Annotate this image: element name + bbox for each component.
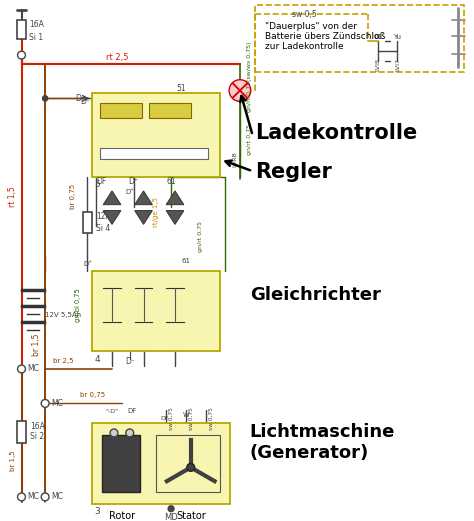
Polygon shape (166, 210, 184, 225)
Circle shape (43, 96, 47, 101)
Text: br 0,75: br 0,75 (80, 392, 105, 398)
Text: Si 4: Si 4 (96, 224, 110, 233)
Text: LVI8: LVI8 (375, 58, 380, 71)
Text: Gleichrichter: Gleichrichter (250, 286, 381, 304)
Text: rt 1,5: rt 1,5 (8, 187, 17, 207)
Text: sw 0,75: sw 0,75 (169, 407, 174, 430)
Text: "Dauerplus" von der
Batterie übers Zündschloß
zur Ladekontrolle: "Dauerplus" von der Batterie übers Zünds… (264, 22, 385, 52)
Text: sw 0,5: sw 0,5 (292, 10, 316, 19)
Text: 5: 5 (94, 180, 100, 190)
Text: MC: MC (51, 492, 63, 501)
Bar (102, 435, 139, 492)
Text: LVI7: LVI7 (395, 58, 400, 71)
Text: W: W (182, 412, 189, 418)
Text: 12A: 12A (96, 212, 111, 221)
Text: br 0,75: br 0,75 (70, 184, 76, 209)
Text: Ladekontrolle: Ladekontrolle (255, 123, 417, 143)
Text: gn/rt 0,75: gn/rt 0,75 (247, 124, 252, 155)
Text: rt 2,5: rt 2,5 (106, 53, 128, 61)
Polygon shape (103, 210, 121, 225)
Text: D⁻: D⁻ (81, 97, 91, 106)
Polygon shape (166, 191, 184, 205)
Polygon shape (135, 191, 152, 205)
Circle shape (43, 96, 47, 101)
Text: Si 1: Si 1 (29, 33, 44, 42)
Circle shape (110, 429, 118, 437)
Circle shape (168, 506, 174, 512)
Bar (255, 5, 465, 72)
Text: MC: MC (51, 399, 63, 408)
Polygon shape (135, 210, 152, 225)
Text: br 2,5: br 2,5 (53, 358, 73, 364)
Text: br 1,5: br 1,5 (9, 450, 16, 471)
Text: MD: MD (164, 513, 178, 521)
Text: DF: DF (96, 177, 107, 185)
Text: Si 2: Si 2 (30, 432, 45, 441)
Circle shape (18, 51, 26, 59)
Text: D⁺: D⁺ (83, 260, 92, 267)
Text: D⁺: D⁺ (125, 189, 134, 195)
Text: DF: DF (160, 416, 168, 420)
Text: 61: 61 (182, 258, 191, 264)
Bar (82, 212, 92, 233)
Circle shape (41, 400, 49, 407)
Text: D⁺: D⁺ (128, 177, 139, 185)
Bar (100, 147, 209, 159)
Bar (149, 103, 191, 118)
Text: Stator: Stator (176, 511, 206, 520)
Text: rt/ge 1,5: rt/ge 1,5 (153, 196, 159, 227)
Circle shape (18, 365, 26, 373)
Bar (92, 423, 230, 504)
Bar (17, 20, 27, 40)
Text: 12V 5,5Ah: 12V 5,5Ah (45, 312, 81, 318)
Bar (100, 103, 142, 118)
Text: gn/rt 0,75(sw/ws 0,75): gn/rt 0,75(sw/ws 0,75) (247, 42, 252, 112)
Text: Lichtmaschine
(Generator): Lichtmaschine (Generator) (250, 424, 395, 462)
Text: sw 0,75: sw 0,75 (209, 407, 213, 430)
Circle shape (18, 493, 26, 501)
Text: DF: DF (127, 408, 137, 414)
Circle shape (187, 464, 195, 472)
Text: MC: MC (27, 365, 39, 374)
Text: Regler: Regler (255, 162, 332, 182)
Text: br 1,5: br 1,5 (32, 333, 41, 356)
Text: 61: 61 (166, 177, 176, 185)
Text: 01: 01 (373, 34, 382, 41)
Text: gn/bl 0,75: gn/bl 0,75 (74, 288, 81, 322)
Text: gn/rt 0,75: gn/rt 0,75 (198, 221, 203, 252)
Text: 4: 4 (94, 355, 100, 364)
Text: LvRB: LvRB (233, 152, 237, 167)
Circle shape (126, 429, 134, 437)
Circle shape (41, 493, 49, 501)
Text: "-D": "-D" (106, 409, 118, 414)
Text: 16A: 16A (29, 20, 44, 29)
Text: sw 0,75: sw 0,75 (189, 407, 194, 430)
Text: 3: 3 (94, 507, 100, 516)
Bar (92, 270, 220, 351)
Text: D⁻: D⁻ (76, 94, 85, 103)
Text: MC: MC (27, 492, 39, 501)
Text: D⁻: D⁻ (125, 356, 135, 366)
Bar (156, 435, 220, 492)
Polygon shape (103, 191, 121, 205)
Text: 16A: 16A (30, 421, 45, 430)
Bar (92, 93, 220, 177)
Circle shape (229, 80, 251, 102)
Bar (17, 421, 27, 443)
Text: 51: 51 (176, 84, 186, 93)
Text: Rotor: Rotor (109, 511, 135, 520)
Text: Yu: Yu (393, 34, 401, 41)
